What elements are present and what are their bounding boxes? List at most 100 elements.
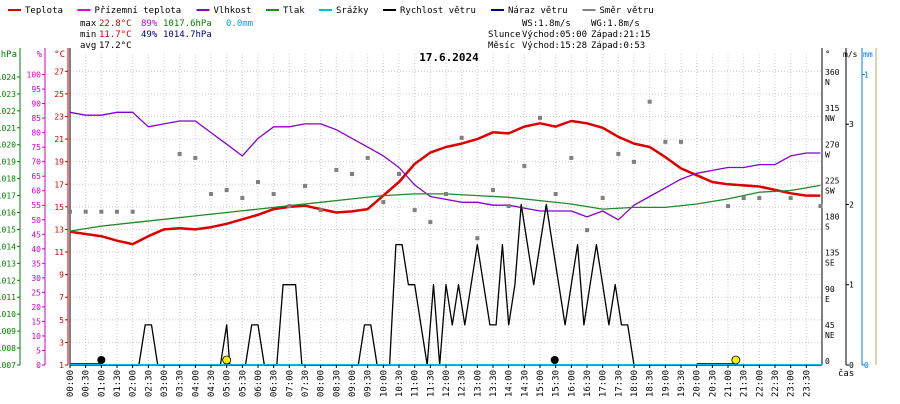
wind-speed-tick-label: 3 [849,120,854,129]
wind-direction-compass-label: SE [825,259,835,268]
x-tick-label: 09:00 [348,370,358,397]
wind-direction-point [818,204,823,209]
wind-direction-compass-label: E [825,295,830,304]
legend-label-temperature: Teplota [25,6,63,16]
wind-direction-point [444,192,448,197]
wind-direction-tick-label: 45 [825,321,835,330]
wind-speed-tick-label: 2 [849,200,854,209]
wind-direction-point [130,209,135,214]
x-tick-label: 21:30 [740,370,750,397]
wind-direction-point [428,220,433,225]
x-tick-label: 12:00 [442,370,452,397]
humidity-line [69,111,821,221]
sunset-value: Západ:21:15 [591,30,651,40]
humidity-axis-label: % [37,50,43,60]
temperature-tick-label: 1 [59,361,64,370]
legend-label-wind_speed: Rychlost větru [400,6,476,16]
legend-label-apparent_temperature: Přízemní teplota [95,6,182,16]
legend-label-pressure: Tlak [283,6,305,16]
moon-moonrise-marker [550,356,559,364]
wind-direction-point [224,188,229,193]
pressure-tick-label: 1024 [0,73,16,82]
wind-direction-point [99,209,104,214]
wind-direction-point [741,196,746,201]
stat-avg-label: avg [80,41,96,51]
x-tick-label: 04:30 [207,370,217,397]
markers [97,355,741,365]
wind-direction-point [177,151,182,156]
x-tick-label: 22:30 [771,370,781,397]
wind-direction-point [365,155,370,160]
x-tick-label: 19:30 [677,370,687,397]
x-tick-label: 05:00 [223,370,233,397]
wind-direction-point [459,135,464,140]
wind-direction-point [303,184,307,189]
humidity-tick-label: 5 [36,346,41,355]
x-tick-label: 01:30 [113,370,123,397]
ws-value: WS:1.8m/s [522,19,571,29]
stat-max-label: max [80,19,97,29]
wind-direction-compass-label: W [825,150,830,159]
x-tick-label: 15:30 [552,370,562,397]
x-tick-label: 21:00 [724,370,734,397]
sun-sunrise-marker [222,355,232,365]
grid [69,48,823,366]
sun-label: Slunce [488,30,521,40]
humidity-tick-label: 40 [31,245,41,254]
humidity-tick-label: 85 [31,114,41,123]
humidity-tick-label: 55 [31,201,41,210]
pressure-tick-label: 1008 [0,344,16,353]
humidity-tick-label: 60 [31,187,41,196]
humidity-tick-label: 45 [31,230,41,239]
pressure-tick-label: 1014 [0,242,16,251]
pressure-tick-label: 1017 [0,192,16,201]
wind-direction-point [585,228,589,233]
wind-direction-point [522,163,527,168]
wind-direction-compass-label: NE [825,331,835,340]
pressure-tick-label: 1021 [0,124,16,133]
x-tick-label: 06:30 [270,370,280,397]
wind-direction-point [726,204,730,209]
wind-direction-compass-label: NW [825,114,835,123]
wind-direction-compass-label: SW [825,186,835,195]
x-tick-label: 00:00 [66,370,76,397]
x-tick-label: 14:30 [520,370,530,397]
wind-direction-tick-label: 225 [825,176,840,185]
wind-speed-axis-label: m/s [843,50,858,59]
stat-min-label: min [80,30,96,40]
x-tick-label: 09:30 [364,370,374,397]
x-axis-label: čas [838,368,854,379]
humidity-tick-label: 15 [31,317,41,326]
humidity-tick-label: 75 [31,143,41,152]
temperature-tick-label: 23 [54,112,64,121]
humidity-tick-label: 30 [31,274,41,283]
temperature-tick-label: 25 [54,90,64,99]
x-tick-label: 10:30 [395,370,405,397]
wind-direction-point [350,171,354,176]
x-tick-label: 20:00 [693,370,703,397]
temperature-tick-label: 17 [54,180,64,189]
temperature-tick-label: 27 [54,67,64,76]
temperature-tick-label: 19 [54,158,64,167]
x-tick-label: 11:00 [411,370,421,397]
pressure-tick-label: 1018 [0,175,16,184]
x-tick-label: 11:30 [426,370,436,397]
wind-direction-point [475,236,480,241]
temperature-line [69,119,821,246]
wind-direction-point [115,209,119,214]
x-tick-label: 18:30 [646,370,656,397]
x-tick-label: 13:00 [473,370,483,397]
precip-tick-label: 0 [864,361,869,370]
temperature-tick-label: 21 [54,135,64,144]
wind-direction-point [412,208,417,213]
humidity-tick-label: 10 [31,332,41,341]
stat-min-press: 1014.7hPa [163,30,212,40]
x-tick-label: 17:00 [599,370,609,397]
stat-max-press: 1017.6hPa [163,19,212,29]
x-tick-label: 16:00 [567,370,577,397]
legend: Teplota Přízemní teplota Vlhkost Tlak Srážky… [8,6,654,16]
wind-direction-tick-label: 90 [825,285,835,294]
precip-tick-label: 1 [864,71,869,80]
